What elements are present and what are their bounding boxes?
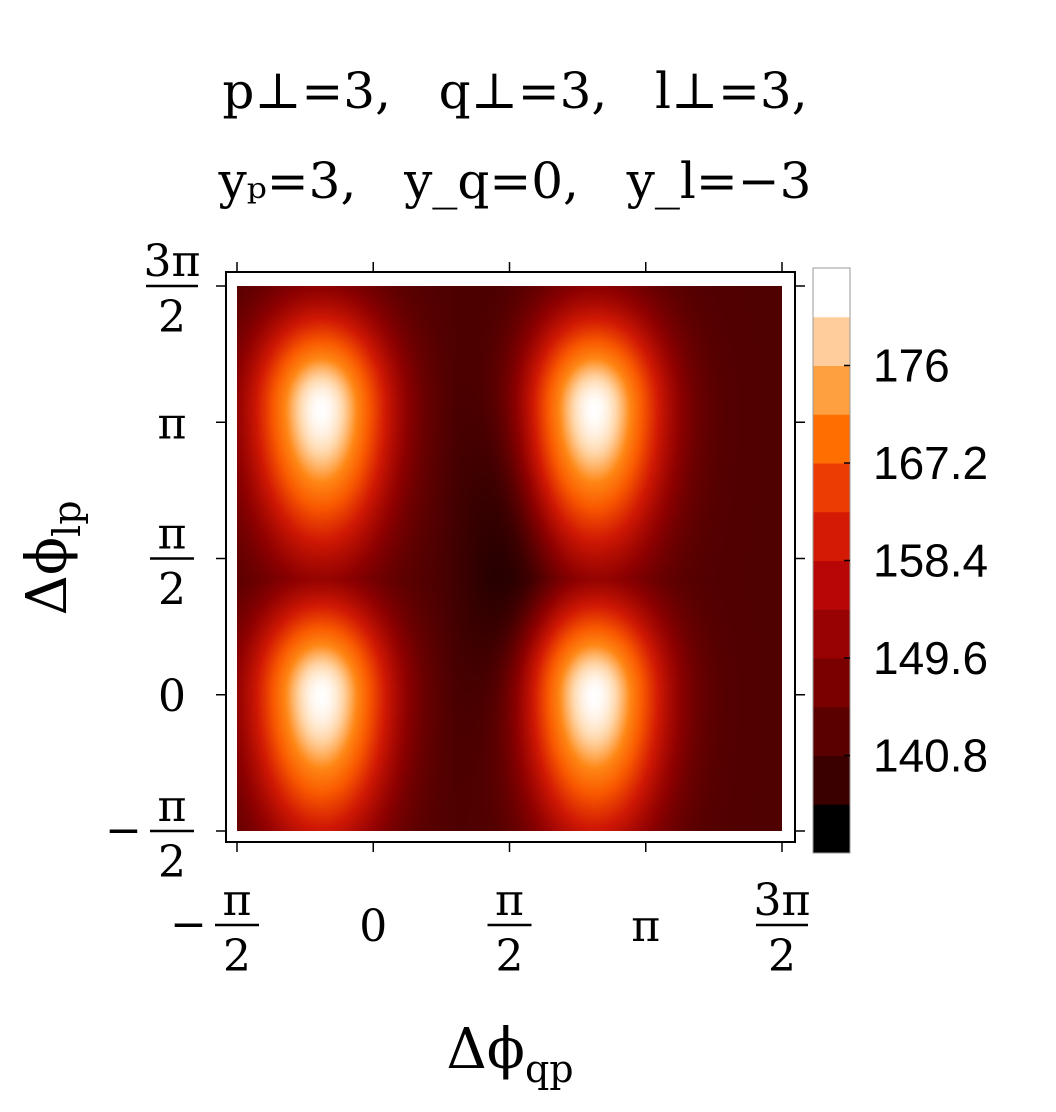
y-tick-label-2-numerator: π	[158, 509, 187, 560]
colorbar-band-8	[813, 414, 850, 464]
colorbar-band-10	[813, 316, 850, 366]
x-tick-label-0: π2−	[170, 875, 259, 982]
colorbar-band-2	[813, 706, 850, 756]
colorbar-band-9	[813, 365, 850, 415]
y-tick-label-1-text: 0	[158, 671, 186, 722]
y-tick-label-4-denominator: 2	[158, 292, 186, 343]
y-axis-label-subscript: lp	[45, 500, 89, 536]
x-tick-label-4-numerator: 3π	[754, 875, 811, 926]
colorbar-band-4	[813, 609, 850, 659]
y-tick-label-0-minus: −	[105, 805, 142, 856]
colorbar-band-11	[813, 268, 850, 318]
heatmap-image	[237, 286, 782, 831]
x-tick-label-3-text: π	[631, 901, 660, 952]
x-tick-label-1: 0	[359, 901, 387, 952]
x-tick-label-2: π2	[487, 875, 532, 982]
y-tick-label-0: π2−	[105, 781, 194, 888]
colorbar-tick-label-2: 158.4	[873, 535, 988, 587]
colorbar-tick-label-4: 176	[873, 340, 950, 392]
colorbar-tick-label-3: 167.2	[873, 437, 988, 489]
x-tick-label-0-denominator: 2	[223, 931, 251, 982]
chart-title-line-2: yₚ=3, y_q=0, y_l=−3	[218, 152, 812, 210]
x-tick-label-2-numerator: π	[495, 875, 524, 926]
y-tick-label-3-text: π	[158, 398, 187, 449]
x-tick-label-2-denominator: 2	[496, 931, 524, 982]
colorbar: 140.8 149.6 158.4 167.2 176	[812, 267, 988, 854]
x-tick-label-1-text: 0	[359, 901, 387, 952]
x-axis-label-main: Δϕ	[446, 1017, 525, 1082]
colorbar-band-1	[813, 755, 850, 805]
x-tick-label-0-minus: −	[170, 899, 207, 950]
y-tick-label-3: π	[158, 398, 187, 449]
y-tick-label-0-numerator: π	[158, 781, 187, 832]
y-tick-label-1: 0	[158, 671, 186, 722]
colorbar-band-5	[813, 560, 850, 610]
x-axis-label: Δϕqp	[446, 1017, 573, 1091]
y-axis-label-main: Δϕ	[15, 537, 80, 616]
chart-title-line-1: p⊥=3, q⊥=3, l⊥=3,	[222, 62, 808, 120]
x-tick-label-4-denominator: 2	[768, 931, 796, 982]
colorbar-tick-label-1: 149.6	[873, 632, 988, 684]
colorbar-tick-label-0: 140.8	[873, 730, 988, 782]
y-tick-label-2-denominator: 2	[158, 565, 186, 616]
y-tick-label-4-numerator: 3π	[144, 236, 201, 287]
x-axis-label-subscript: qp	[525, 1047, 574, 1091]
y-tick-label-2: π2	[150, 509, 194, 616]
y-axis-label: Δϕlp	[15, 500, 89, 615]
y-tick-label-4: 3π2	[144, 236, 201, 343]
x-tick-label-4: 3π2	[754, 875, 811, 982]
x-tick-label-0-numerator: π	[223, 875, 252, 926]
colorbar-band-0	[813, 804, 850, 854]
colorbar-band-7	[813, 463, 850, 513]
x-tick-label-3: π	[631, 901, 660, 952]
y-tick-label-0-denominator: 2	[158, 837, 186, 888]
colorbar-band-6	[813, 511, 850, 561]
colorbar-band-3	[813, 658, 850, 708]
